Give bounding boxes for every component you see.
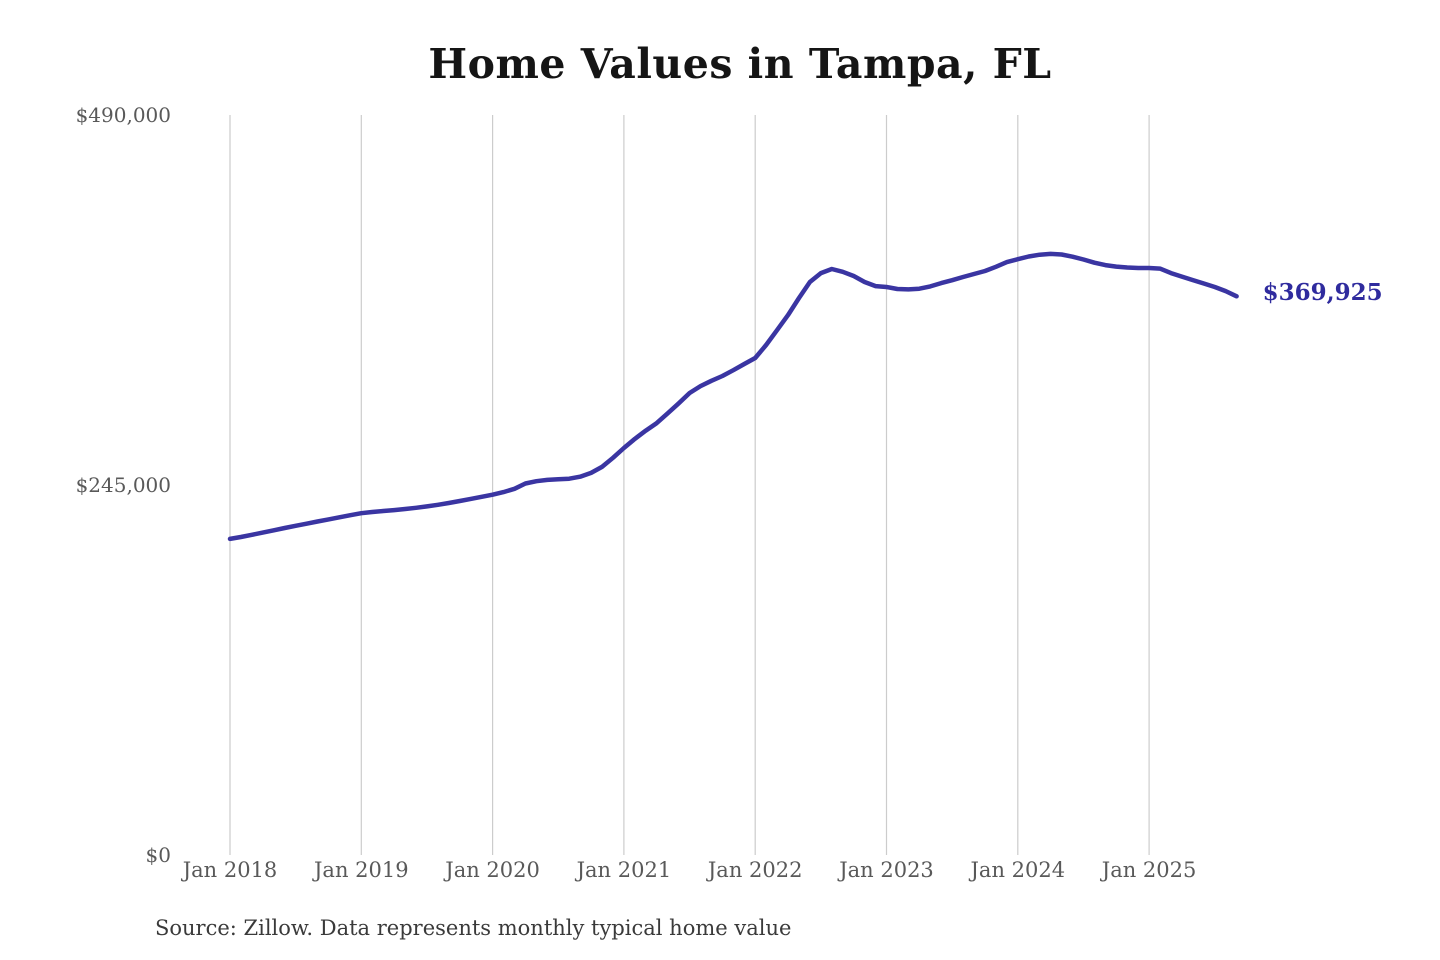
source-note: Source: Zillow. Data represents monthly … bbox=[155, 916, 792, 940]
home-value-line bbox=[227, 251, 1239, 542]
x-axis-label: Jan 2023 bbox=[839, 858, 934, 882]
x-axis-label: Jan 2021 bbox=[576, 858, 672, 882]
x-axis-label: Jan 2022 bbox=[707, 858, 803, 882]
x-axis-label: Jan 2018 bbox=[182, 858, 278, 882]
y-axis-label: $490,000 bbox=[75, 103, 171, 127]
y-axis-label: $245,000 bbox=[75, 473, 171, 497]
y-axis-label: $0 bbox=[145, 843, 171, 867]
x-axis-label: Jan 2024 bbox=[970, 858, 1066, 882]
chart-title: Home Values in Tampa, FL bbox=[428, 40, 1052, 88]
x-axis-label: Jan 2020 bbox=[445, 858, 540, 882]
latest-value-label: $369,925 bbox=[1262, 279, 1383, 307]
x-axis-label: Jan 2019 bbox=[314, 858, 409, 882]
x-axis-label: Jan 2025 bbox=[1101, 858, 1197, 882]
